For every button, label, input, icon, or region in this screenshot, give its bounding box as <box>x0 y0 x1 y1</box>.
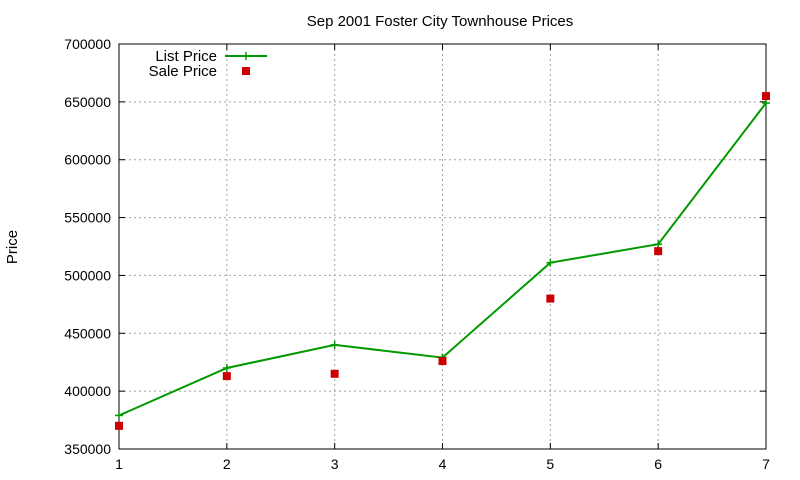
legend-label: Sale Price <box>149 63 217 80</box>
sale-price-point <box>330 369 339 378</box>
sale-price-point <box>654 247 663 256</box>
x-tick-label: 6 <box>654 456 662 472</box>
y-tick-label: 650000 <box>64 94 111 110</box>
list-price-point <box>330 340 339 349</box>
y-tick-label: 400000 <box>64 383 111 399</box>
list-price-point <box>115 411 123 420</box>
list-price-point <box>762 99 770 108</box>
chart-title: Sep 2001 Foster City Townhouse Prices <box>307 13 574 30</box>
list-price-point <box>222 364 231 372</box>
x-tick-label: 1 <box>115 456 123 472</box>
legend-label: List Price <box>155 48 217 65</box>
sale-price-point <box>222 372 231 381</box>
sale-price-point <box>546 294 555 303</box>
x-tick-label: 7 <box>762 456 770 472</box>
y-tick-label: 450000 <box>64 325 111 341</box>
grid-layer <box>119 44 766 449</box>
legend-square-marker <box>242 67 250 75</box>
x-tick-label: 3 <box>331 456 339 472</box>
x-tick-label: 2 <box>223 456 231 472</box>
list-price-point <box>546 258 555 267</box>
y-tick-label: 550000 <box>64 210 111 226</box>
y-tick-label: 350000 <box>64 441 111 457</box>
sale-price-point <box>115 421 123 430</box>
y-tick-label: 700000 <box>64 36 111 52</box>
series-layer <box>115 92 770 430</box>
x-tick-label: 4 <box>439 456 447 472</box>
list-price-point <box>654 240 663 249</box>
sale-price-point <box>438 357 447 366</box>
y-tick-label: 500000 <box>64 267 111 283</box>
tick-layer: 350000 400000 450000 500000 550000 600000 6500… <box>64 36 770 472</box>
legend-cross-marker <box>242 52 250 60</box>
sale-price-point <box>762 92 770 101</box>
y-axis-label: Price <box>4 230 21 264</box>
x-tick-label: 5 <box>546 456 554 472</box>
y-tick-label: 600000 <box>64 152 111 168</box>
